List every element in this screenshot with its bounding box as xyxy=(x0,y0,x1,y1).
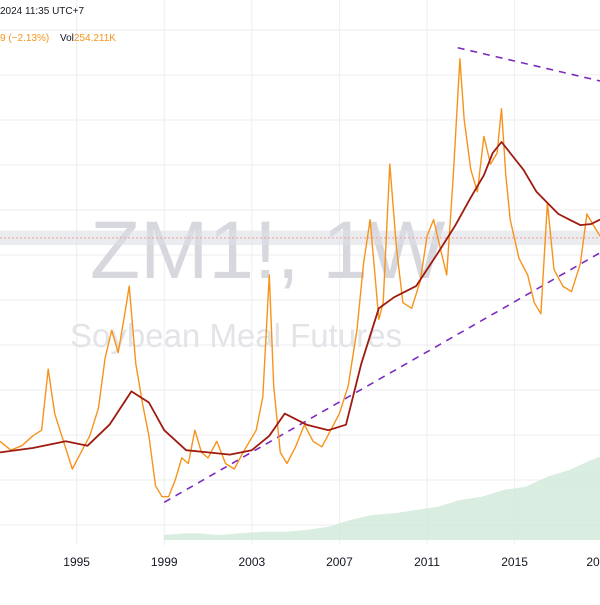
x-tick-label: 1995 xyxy=(63,555,90,569)
watermark-symbol: ZM1!, 1W xyxy=(90,205,446,296)
volume-area-shape xyxy=(164,456,600,540)
trendlines[interactable] xyxy=(163,46,600,503)
moving-average-line xyxy=(0,141,600,456)
x-tick-label: 1999 xyxy=(151,555,178,569)
resistance-trendline xyxy=(457,46,600,82)
x-tick-label: 2011 xyxy=(414,555,440,569)
x-tick-label: 20 xyxy=(586,555,600,569)
price-line xyxy=(0,58,600,498)
volume-value: 254.211K xyxy=(73,33,116,44)
price-band xyxy=(0,230,600,246)
volume-area xyxy=(164,456,600,540)
x-tick-label: 2015 xyxy=(501,555,528,569)
grid xyxy=(0,0,600,545)
x-tick-label: 2003 xyxy=(238,555,265,569)
header-datetime: 2024 11:35 UTC+7 xyxy=(0,6,85,17)
header-stats: 9 (−2.13%) Vol254.211K xyxy=(0,33,116,44)
support-trendline xyxy=(163,252,600,503)
price-change: 9 (−2.13%) xyxy=(0,33,50,44)
x-axis-ticks: 1995 1999 2003 2007 2011 2015 20 xyxy=(63,555,600,569)
volume-label: Vol xyxy=(59,33,74,44)
watermark-name: Soybean Meal Futures xyxy=(70,317,402,354)
series xyxy=(0,58,600,498)
x-tick-label: 2007 xyxy=(326,555,353,569)
watermark: ZM1!, 1W Soybean Meal Futures xyxy=(70,205,446,354)
